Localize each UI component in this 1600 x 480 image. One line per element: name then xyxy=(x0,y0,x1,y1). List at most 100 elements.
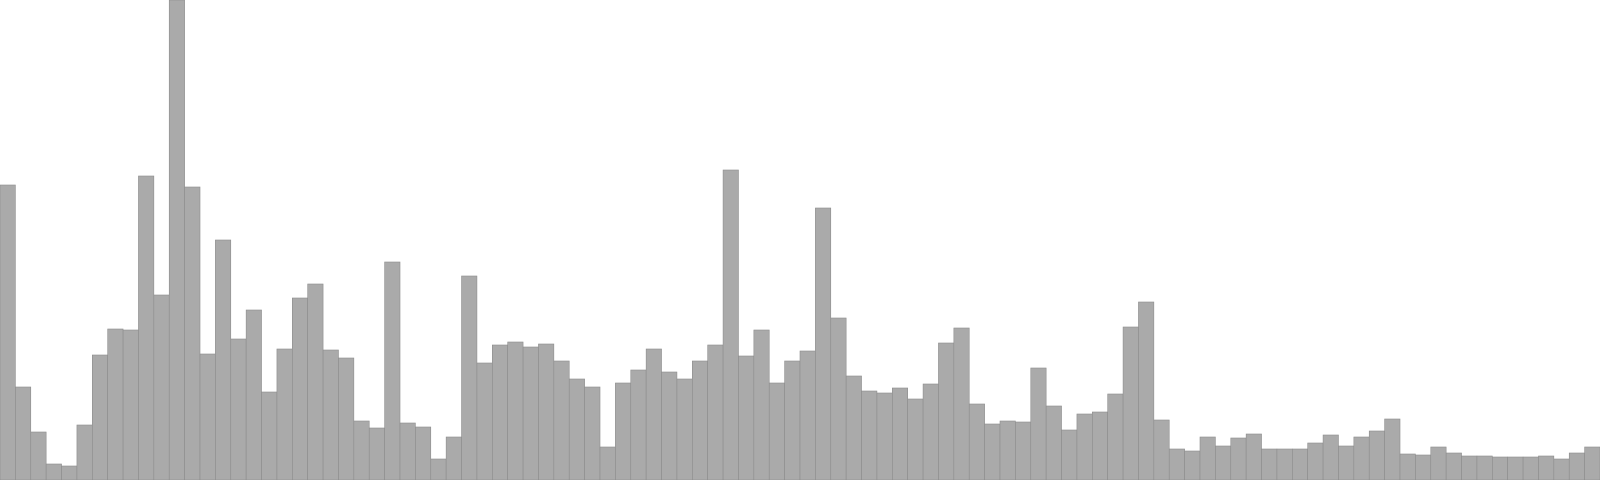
bar-2 xyxy=(30,431,47,480)
bar-0 xyxy=(0,184,16,480)
bar-53 xyxy=(815,207,832,480)
bar-103 xyxy=(1584,446,1600,480)
bar-44 xyxy=(676,378,693,480)
bar-56 xyxy=(861,390,878,480)
bar-58 xyxy=(892,387,908,480)
bar-94 xyxy=(1445,452,1462,480)
bar-79 xyxy=(1215,445,1232,480)
bar-42 xyxy=(645,348,662,480)
bar-43 xyxy=(661,371,678,480)
bar-89 xyxy=(1368,430,1385,480)
bar-20 xyxy=(307,283,324,480)
bar-68 xyxy=(1045,405,1062,480)
bar-90 xyxy=(1384,418,1401,480)
bar-95 xyxy=(1461,455,1478,480)
bar-39 xyxy=(599,446,616,480)
bar-55 xyxy=(845,375,862,480)
bar-35 xyxy=(538,343,555,480)
bar-78 xyxy=(1199,436,1216,480)
bar-82 xyxy=(1261,448,1278,480)
bar-25 xyxy=(384,261,401,480)
bar-75 xyxy=(1153,419,1170,480)
bar-50 xyxy=(768,382,785,480)
bar-22 xyxy=(338,357,355,480)
bar-87 xyxy=(1338,445,1355,480)
bar-101 xyxy=(1553,458,1570,480)
bar-23 xyxy=(353,420,370,480)
bar-21 xyxy=(322,349,339,480)
bar-83 xyxy=(1276,448,1293,480)
bar-14 xyxy=(215,239,232,480)
bar-67 xyxy=(1030,367,1047,480)
bar-19 xyxy=(292,297,308,480)
bar-102 xyxy=(1568,452,1585,480)
bar-86 xyxy=(1322,434,1339,480)
bar-48 xyxy=(738,355,755,480)
bar-88 xyxy=(1353,436,1370,480)
bar-27 xyxy=(415,426,432,480)
bar-9 xyxy=(138,175,155,480)
bar-40 xyxy=(615,382,632,480)
bar-64 xyxy=(984,423,1001,480)
bar-77 xyxy=(1184,450,1201,480)
bar-73 xyxy=(1122,326,1139,480)
bar-38 xyxy=(584,386,601,480)
bar-34 xyxy=(522,346,539,480)
bar-51 xyxy=(784,360,801,480)
bar-4 xyxy=(61,465,78,480)
bar-6 xyxy=(92,354,108,480)
bar-32 xyxy=(492,344,508,480)
bar-66 xyxy=(1015,421,1032,480)
bar-84 xyxy=(1292,448,1308,480)
bar-80 xyxy=(1230,437,1247,480)
bar-45 xyxy=(692,360,708,480)
bar-3 xyxy=(45,463,62,480)
bar-8 xyxy=(122,329,139,480)
bar-17 xyxy=(261,391,278,480)
bar-28 xyxy=(430,458,447,480)
bar-70 xyxy=(1076,413,1093,480)
bar-92 xyxy=(1415,454,1432,480)
bar-91 xyxy=(1399,453,1416,480)
bar-52 xyxy=(799,350,816,480)
bar-96 xyxy=(1476,455,1493,480)
bar-57 xyxy=(876,392,893,480)
bar-16 xyxy=(245,309,262,480)
bar-30 xyxy=(461,275,478,480)
bar-74 xyxy=(1138,301,1155,480)
bar-1 xyxy=(15,386,32,480)
bar-46 xyxy=(707,344,724,480)
bar-47 xyxy=(722,169,739,480)
bar-65 xyxy=(999,420,1016,480)
bar-18 xyxy=(276,348,293,480)
bar-72 xyxy=(1107,393,1124,480)
bar-69 xyxy=(1061,429,1078,480)
bar-26 xyxy=(399,422,416,480)
bar-10 xyxy=(153,294,170,480)
bar-97 xyxy=(1492,456,1508,480)
bar-62 xyxy=(953,327,970,480)
bar-49 xyxy=(753,329,770,480)
bar-31 xyxy=(476,362,493,480)
bar-71 xyxy=(1092,411,1108,480)
bar-99 xyxy=(1522,456,1539,480)
bar-93 xyxy=(1430,446,1447,480)
bar-41 xyxy=(630,369,647,480)
bar-61 xyxy=(938,342,955,480)
bar-36 xyxy=(553,360,570,480)
bar-37 xyxy=(568,378,585,480)
bar-59 xyxy=(907,398,924,480)
bar-60 xyxy=(922,383,939,480)
bar-98 xyxy=(1507,456,1524,480)
bar-100 xyxy=(1538,455,1555,480)
bar-5 xyxy=(76,424,93,480)
bar-85 xyxy=(1307,442,1324,480)
bar-12 xyxy=(184,186,201,480)
bar-7 xyxy=(107,328,124,480)
bar-11 xyxy=(168,0,185,480)
bar-81 xyxy=(1245,433,1262,480)
bar-76 xyxy=(1168,448,1185,480)
bar-29 xyxy=(445,436,462,480)
